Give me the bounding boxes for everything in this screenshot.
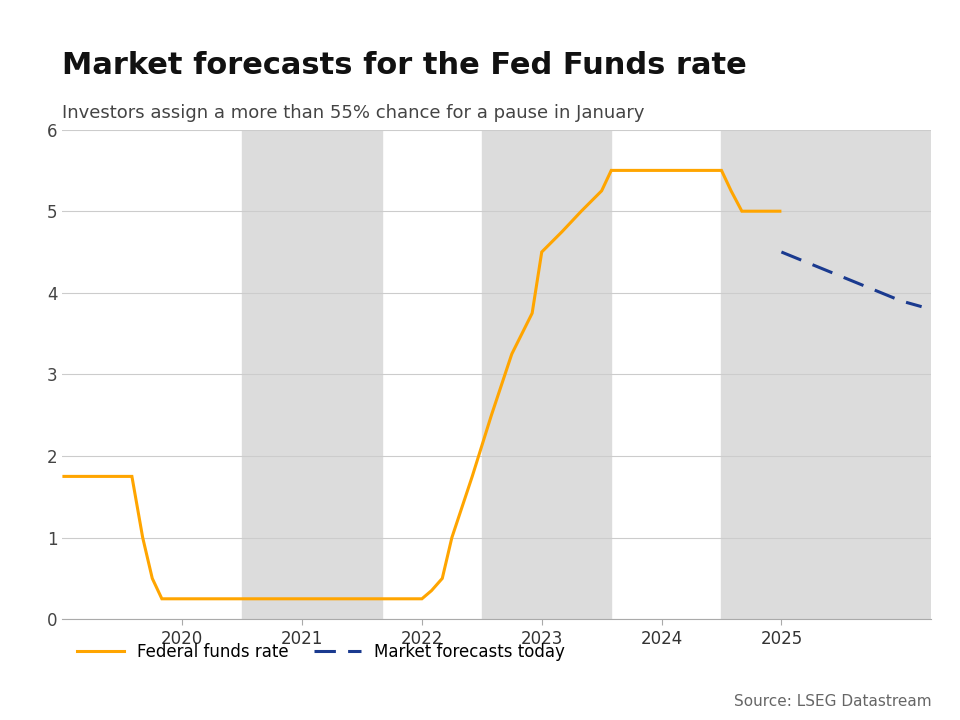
- Bar: [242, 130, 382, 619]
- Text: Market forecasts for the Fed Funds rate: Market forecasts for the Fed Funds rate: [62, 51, 747, 80]
- Text: Source: LSEG Datastream: Source: LSEG Datastream: [733, 694, 931, 709]
- Legend: Federal funds rate, Market forecasts today: Federal funds rate, Market forecasts tod…: [71, 636, 571, 667]
- Bar: [722, 130, 931, 619]
- Bar: [482, 130, 612, 619]
- Text: Investors assign a more than 55% chance for a pause in January: Investors assign a more than 55% chance …: [62, 104, 645, 122]
